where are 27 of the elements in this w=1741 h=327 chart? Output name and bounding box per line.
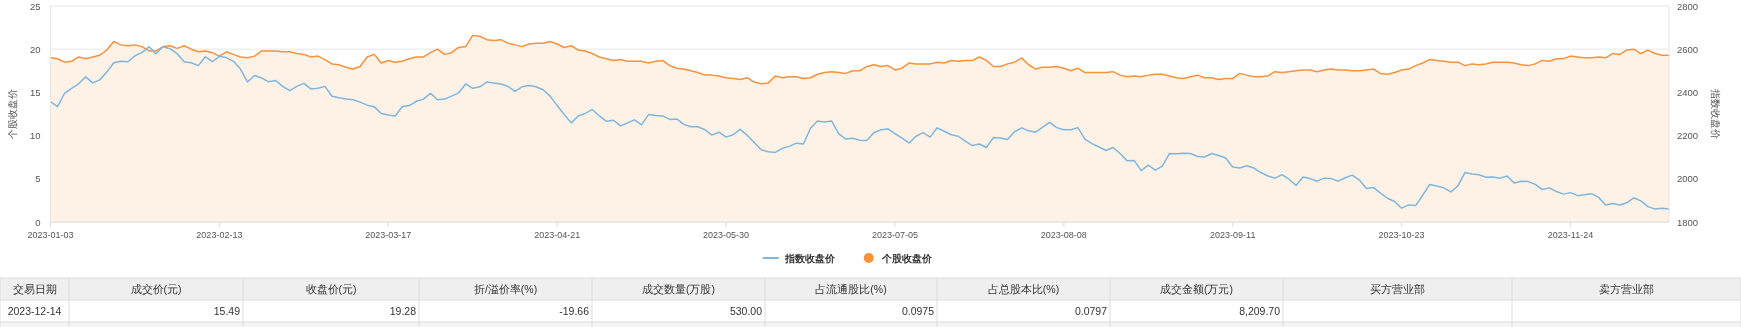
x-tick-label: 2023-03-17 <box>365 230 412 240</box>
y2-tick-label: 2800 <box>1677 0 1699 12</box>
x-tick-label: 2023-02-13 <box>196 230 243 240</box>
x-tick-label: 2023-11-24 <box>1547 230 1594 240</box>
y-tick-label: 20 <box>29 43 41 55</box>
table: 交易日期 成交价(元) 收盘价(元) 折/溢价率(%) 成交数量(万股) 占流通股比(%) 占总股本比(%) 成交金额(万元) 买方营业部 卖方营业部 2023-12-14 15.49 19.28 -19.66 530.00 0.0975 0.0797 8,209.70 <box>0 277 1741 327</box>
legend-label: 个股收盘价 <box>880 252 933 264</box>
y2-tick-label: 2000 <box>1677 173 1699 185</box>
x-tick-label: 2023-10-23 <box>1378 230 1425 240</box>
y-tick-label: 15 <box>29 86 41 98</box>
x-tick-label: 2023-09-11 <box>1210 230 1256 240</box>
x-tick-label: 2023-05-30 <box>703 230 750 240</box>
x-tick-label: 2023-04-21 <box>534 230 581 240</box>
y-axis-title: 个股收盘价 <box>7 89 18 139</box>
y2-tick-label: 2600 <box>1677 43 1699 55</box>
y-tick-label: 5 <box>35 173 41 185</box>
y-tick-label: 25 <box>29 0 41 12</box>
x-tick-label: 2023-08-08 <box>1040 230 1087 240</box>
y2-tick-label: 2200 <box>1677 130 1699 142</box>
y2-axis-title: 指数收盘价 <box>1710 88 1721 139</box>
y2-tick-label: 1800 <box>1677 216 1699 228</box>
legend-label: 指数收盘价 <box>783 252 836 264</box>
y-tick-label: 0 <box>35 216 41 228</box>
x-tick-label: 2023-07-05 <box>871 230 918 240</box>
y-tick-label: 10 <box>29 130 41 142</box>
y2-tick-label: 2400 <box>1677 86 1699 98</box>
x-tick-label: 2023-01-03 <box>27 230 74 240</box>
